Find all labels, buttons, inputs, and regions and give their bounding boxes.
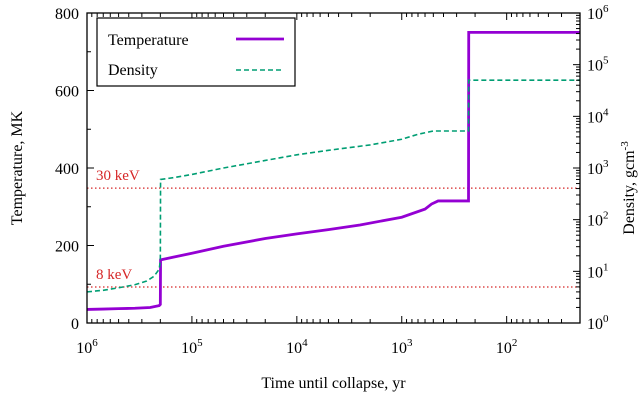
y2-tick-label: 105 bbox=[587, 55, 609, 75]
y-tick-label: 800 bbox=[55, 6, 79, 23]
reference-label-30-kev: 30 keV bbox=[96, 168, 140, 184]
legend-label-temperature: Temperature bbox=[108, 32, 189, 49]
y2-tick-label: 102 bbox=[587, 210, 609, 230]
y2-tick-label: 104 bbox=[587, 106, 609, 126]
x-tick-label: 102 bbox=[496, 337, 518, 357]
series-line-density bbox=[86, 79, 580, 293]
x-axis-label: Time until collapse, yr bbox=[261, 375, 406, 392]
y2-tick-label: 101 bbox=[587, 261, 609, 281]
reference-lines: 8 keV 30 keV bbox=[87, 168, 580, 288]
y-tick-label: 200 bbox=[55, 239, 79, 256]
y2-tick-label: 100 bbox=[587, 313, 609, 333]
y2-tick-label: 106 bbox=[587, 3, 609, 23]
y-tick-label: 400 bbox=[55, 161, 79, 178]
y2-axis-label-text: Density, gcm bbox=[621, 150, 638, 235]
ticks: 106 105 104 103 102 0 200 400 600 800 100 101 102 103… bbox=[55, 3, 609, 357]
legend-box bbox=[96, 17, 296, 87]
y2-axis-label: Density, gcm-3 bbox=[619, 141, 638, 235]
reference-label-8-kev: 8 keV bbox=[96, 267, 132, 283]
y-tick-label: 600 bbox=[55, 84, 79, 101]
x-tick-label: 103 bbox=[391, 337, 413, 357]
y-axis-label: Temperature, MK bbox=[9, 110, 26, 225]
legend: Temperature Density bbox=[96, 17, 296, 87]
y2-axis-label-exponent: -3 bbox=[619, 141, 631, 151]
series-lines bbox=[86, 30, 580, 311]
series-line-temperature bbox=[86, 30, 580, 311]
legend-label-density: Density bbox=[108, 62, 158, 79]
x-tick-label: 104 bbox=[286, 337, 308, 357]
x-tick-label: 105 bbox=[181, 337, 203, 357]
y-tick-label: 0 bbox=[71, 316, 79, 333]
x-tick-label: 106 bbox=[76, 337, 98, 357]
y2-tick-label: 103 bbox=[587, 158, 609, 178]
